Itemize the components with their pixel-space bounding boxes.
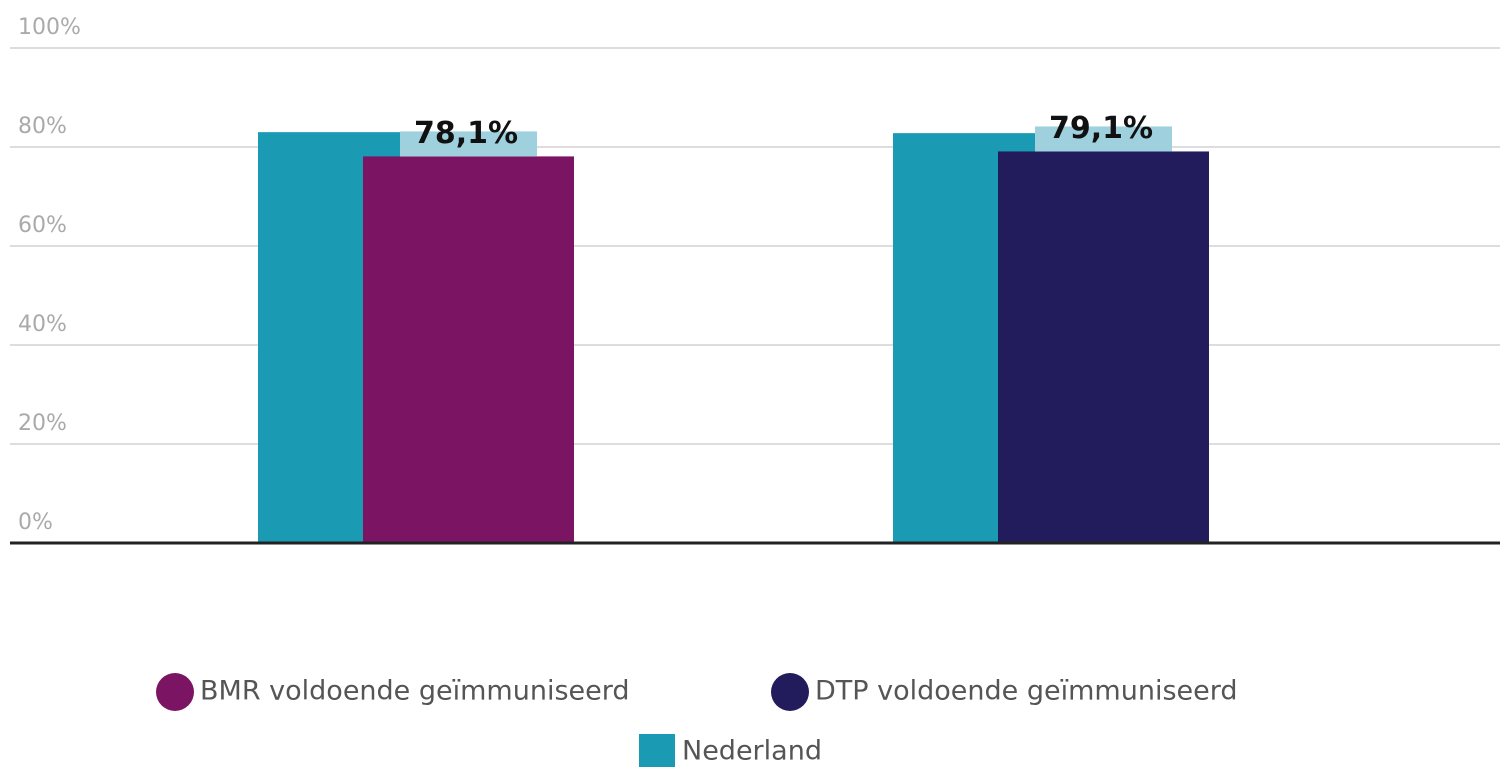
y-tick-label: 20% bbox=[18, 411, 67, 436]
legend-swatch bbox=[156, 673, 194, 711]
legend-label: BMR voldoende geïmmuniseerd bbox=[200, 676, 630, 707]
y-tick-label: 40% bbox=[18, 312, 67, 337]
y-tick-label: 100% bbox=[18, 15, 81, 40]
legend-label: Nederland bbox=[682, 736, 822, 767]
legend-swatch bbox=[771, 673, 809, 711]
value-label: 78,1% bbox=[414, 116, 518, 151]
value-label-bg bbox=[1035, 126, 1172, 152]
bar bbox=[998, 151, 1209, 543]
legend-label: DTP voldoende geïmmuniseerd bbox=[815, 676, 1238, 707]
legend-swatch bbox=[639, 734, 675, 767]
y-tick-label: 60% bbox=[18, 213, 67, 238]
y-tick-label: 0% bbox=[18, 510, 53, 535]
bar bbox=[363, 156, 574, 543]
y-tick-label: 80% bbox=[18, 114, 67, 139]
value-label-bg bbox=[400, 131, 537, 157]
value-label: 79,1% bbox=[1049, 111, 1153, 146]
